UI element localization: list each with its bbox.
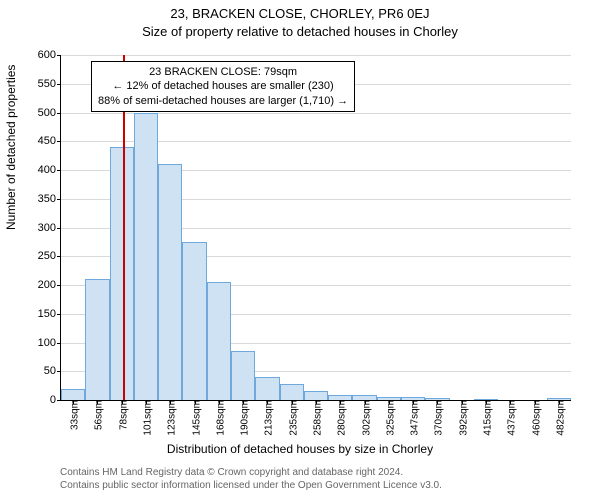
xtick-label: 78sqm	[114, 400, 129, 430]
histogram-bar	[85, 279, 109, 400]
xtick-label: 258sqm	[309, 400, 324, 436]
xtick-label: 415sqm	[479, 400, 494, 436]
xtick-label: 235sqm	[284, 400, 299, 436]
ytick-label: 100	[38, 337, 61, 349]
ytick-label: 0	[50, 394, 61, 406]
histogram-bar	[182, 242, 206, 400]
xtick-label: 437sqm	[503, 400, 518, 436]
xtick-label: 145sqm	[187, 400, 202, 436]
xtick-label: 33sqm	[66, 400, 81, 430]
ytick-label: 550	[38, 78, 61, 90]
y-axis-label: Number of detached properties	[4, 65, 18, 230]
x-axis-label: Distribution of detached houses by size …	[0, 442, 600, 456]
y-axis-label-text: Number of detached properties	[4, 65, 18, 230]
ytick-label: 500	[38, 107, 61, 119]
xtick-label: 101sqm	[139, 400, 154, 436]
xtick-label: 392sqm	[454, 400, 469, 436]
xtick-label: 482sqm	[551, 400, 566, 436]
histogram-bar	[280, 384, 304, 400]
annotation-line2: ← 12% of detached houses are smaller (23…	[98, 79, 348, 93]
annotation-line3: 88% of semi-detached houses are larger (…	[98, 94, 348, 108]
ytick-label: 250	[38, 250, 61, 262]
footer-line2: Contains public sector information licen…	[60, 479, 442, 492]
ytick-label: 600	[38, 49, 61, 61]
xtick-label: 370sqm	[430, 400, 445, 436]
xtick-label: 347sqm	[406, 400, 421, 436]
histogram-bar	[134, 113, 158, 401]
xtick-label: 280sqm	[333, 400, 348, 436]
annotation-line1: 23 BRACKEN CLOSE: 79sqm	[98, 65, 348, 79]
ytick-label: 50	[44, 365, 61, 377]
xtick-label: 460sqm	[527, 400, 542, 436]
footer: Contains HM Land Registry data © Crown c…	[60, 466, 442, 492]
ytick-label: 150	[38, 308, 61, 320]
xtick-label: 213sqm	[260, 400, 275, 436]
xtick-label: 190sqm	[236, 400, 251, 436]
histogram-bar	[207, 282, 231, 400]
xtick-label: 123sqm	[163, 400, 178, 436]
xtick-label: 168sqm	[211, 400, 226, 436]
xtick-label: 325sqm	[381, 400, 396, 436]
histogram-bar	[231, 351, 255, 400]
histogram-bar	[304, 391, 328, 400]
footer-line1: Contains HM Land Registry data © Crown c…	[60, 466, 442, 479]
xtick-label: 302sqm	[357, 400, 372, 436]
ytick-label: 300	[38, 222, 61, 234]
histogram-bar	[255, 377, 279, 400]
histogram-bar	[158, 164, 182, 400]
ytick-label: 200	[38, 279, 61, 291]
annotation-box: 23 BRACKEN CLOSE: 79sqm ← 12% of detache…	[91, 61, 355, 112]
gridline	[61, 55, 571, 56]
ytick-label: 450	[38, 135, 61, 147]
plot-area: 05010015020025030035040045050055060033sq…	[60, 55, 571, 401]
chart-container: 23, BRACKEN CLOSE, CHORLEY, PR6 0EJ Size…	[0, 0, 600, 500]
xtick-label: 56sqm	[90, 400, 105, 430]
ytick-label: 400	[38, 164, 61, 176]
chart-subtitle: Size of property relative to detached ho…	[0, 24, 600, 39]
chart-title: 23, BRACKEN CLOSE, CHORLEY, PR6 0EJ	[0, 6, 600, 21]
ytick-label: 350	[38, 193, 61, 205]
histogram-bar	[61, 389, 85, 401]
